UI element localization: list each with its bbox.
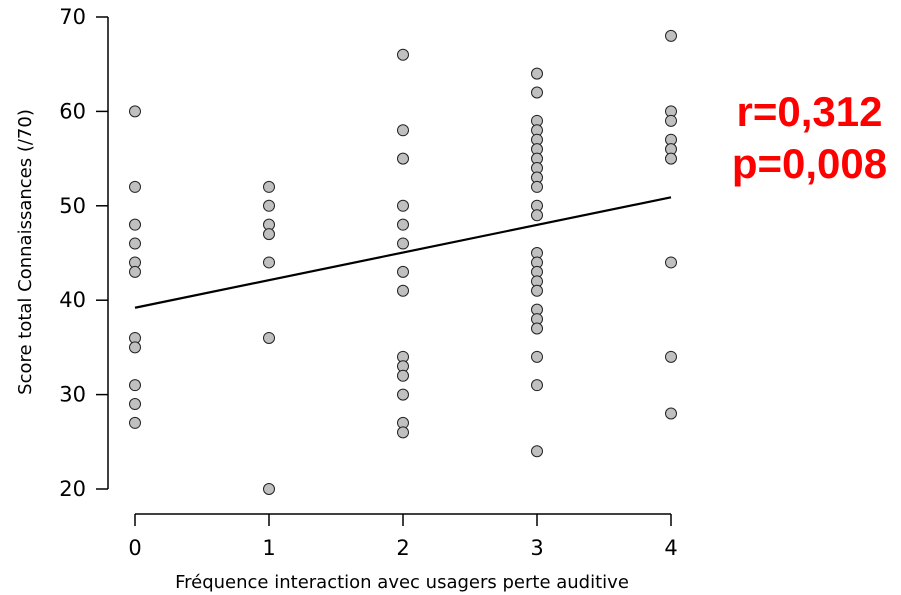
x-tick-label: 3 xyxy=(530,536,543,560)
data-point xyxy=(531,180,543,193)
data-point xyxy=(397,284,409,297)
data-point xyxy=(129,398,141,411)
data-point xyxy=(263,331,275,344)
data-point xyxy=(397,199,409,212)
data-point xyxy=(397,48,409,61)
data-point xyxy=(531,284,543,297)
data-point xyxy=(129,379,141,392)
x-tick-label: 0 xyxy=(128,536,141,560)
data-point xyxy=(397,388,409,401)
data-point xyxy=(531,445,543,458)
data-point xyxy=(665,350,677,363)
data-point xyxy=(263,483,275,495)
data-point xyxy=(129,105,141,118)
data-point xyxy=(397,218,409,231)
data-point xyxy=(531,209,543,222)
data-point xyxy=(665,152,677,165)
data-point xyxy=(397,152,409,165)
data-point xyxy=(397,369,409,382)
data-point xyxy=(531,86,543,99)
data-point xyxy=(129,416,141,429)
axes: 20 30 40 50 60 70 0 1 2 3 4 xyxy=(59,5,677,560)
data-point xyxy=(665,114,677,127)
data-point xyxy=(397,124,409,137)
data-point xyxy=(397,237,409,250)
data-point xyxy=(263,256,275,269)
data-point xyxy=(129,180,141,193)
y-axis-title: Score total Connaissances (/70) xyxy=(15,109,36,395)
data-point xyxy=(531,350,543,363)
y-tick-label: 30 xyxy=(59,383,86,407)
y-tick-label: 60 xyxy=(59,99,86,123)
y-tick-label: 40 xyxy=(59,288,86,312)
data-points xyxy=(129,29,677,495)
correlation-r-label: r=0,312 xyxy=(736,88,883,135)
data-point xyxy=(531,322,543,335)
p-value-label: p=0,008 xyxy=(731,140,888,187)
data-point xyxy=(665,407,677,420)
data-point xyxy=(129,237,141,250)
data-point xyxy=(531,67,543,80)
data-point xyxy=(397,426,409,439)
data-point xyxy=(531,379,543,392)
data-point xyxy=(129,341,141,354)
regression-line xyxy=(134,196,672,309)
x-tick-label: 1 xyxy=(262,536,275,560)
y-tick-label: 70 xyxy=(59,5,86,29)
data-point xyxy=(665,29,677,42)
data-point xyxy=(263,199,275,212)
data-point xyxy=(263,228,275,241)
correlation-stats: r=0,312 p=0,008 xyxy=(722,86,897,190)
data-point xyxy=(665,256,677,269)
y-tick-label: 50 xyxy=(59,194,86,218)
x-axis-title: Fréquence interaction avec usagers perte… xyxy=(175,572,629,593)
data-point xyxy=(397,265,409,278)
data-point xyxy=(263,180,275,193)
x-tick-label: 4 xyxy=(664,536,677,560)
trend-line-group xyxy=(134,196,672,309)
data-point xyxy=(129,218,141,231)
x-tick-label: 2 xyxy=(396,536,409,560)
y-tick-label: 20 xyxy=(59,477,86,501)
data-point xyxy=(129,265,141,278)
